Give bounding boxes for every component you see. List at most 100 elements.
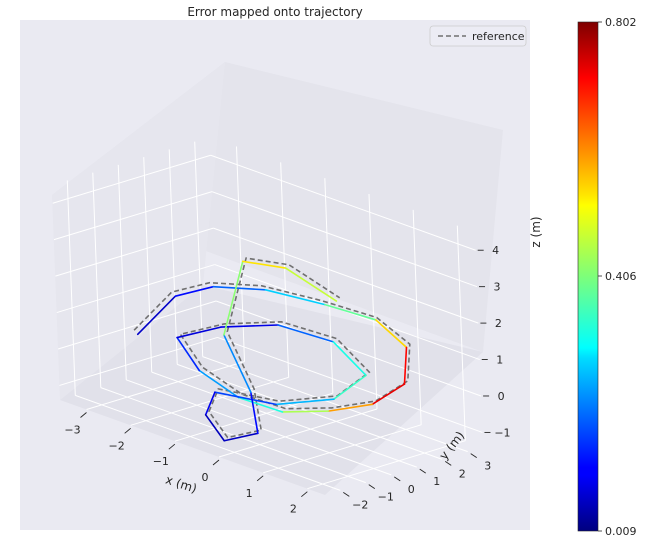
axis-tick-labels: −3 −2 −1 0 1 2 −2 −1 0 1 2 3 −1 0 1 2 3 4: [64, 244, 510, 515]
estimate-segment: [204, 414, 226, 442]
estimate-segment: [223, 432, 259, 442]
estimate-segment: [204, 391, 216, 416]
grid-line-y-floor: [126, 379, 392, 476]
colorbar-gradient: [577, 21, 599, 532]
estimate-segment: [220, 324, 279, 328]
estimate-segment: [264, 289, 326, 306]
reference-trajectory: [133, 257, 411, 439]
legend-label-reference: reference: [472, 30, 525, 43]
grid-line-y-side: [117, 164, 127, 380]
grid-line-y-floor: [100, 387, 366, 484]
estimated-trajectory: [136, 260, 408, 442]
grid-line-y-side: [194, 141, 204, 357]
grid-line-z-side: [59, 336, 218, 386]
grid-line-x-floor: [263, 424, 422, 474]
x-tick-mark: [212, 459, 220, 466]
estimate-segment: [332, 341, 367, 377]
floor-pane: [60, 285, 483, 495]
estimate-segment: [136, 295, 177, 336]
x-tick-label: 1: [246, 487, 253, 500]
z-tick-label: 4: [492, 244, 499, 257]
estimate-segment: [176, 326, 222, 339]
estimate-segment: [237, 396, 284, 413]
estimate-segment: [275, 398, 335, 406]
colorbar-label-max: 0.802: [605, 16, 637, 29]
grid-line-z-side: [52, 154, 211, 204]
x-tick-label: −3: [64, 424, 80, 437]
estimate-segment: [198, 369, 240, 399]
grid-line-y-side: [92, 172, 102, 388]
z-tick-label: −1: [494, 426, 510, 439]
chart-title: Error mapped onto trajectory: [187, 5, 362, 19]
grid-line-x-floor: [307, 440, 466, 490]
grid-line-x-back: [456, 225, 466, 441]
grid-line-x-back: [412, 209, 422, 425]
plot-area: −3 −2 −1 0 1 2 −2 −1 0 1 2 3 −1 0 1 2 3 4: [20, 20, 530, 530]
estimate-segment: [241, 260, 287, 269]
grid-line-x-back: [324, 178, 334, 394]
z-tick-label: 1: [496, 354, 503, 367]
grid-line-x-back: [280, 162, 290, 378]
x-tick-label: 0: [202, 471, 209, 484]
estimate-segment: [375, 319, 408, 349]
y-tick-mark: [470, 453, 477, 459]
grid-line-z-side: [57, 300, 217, 350]
y-tick-mark: [394, 476, 401, 482]
legend: reference: [429, 25, 527, 47]
y-tick-label: 1: [433, 475, 440, 488]
y-tick-mark: [368, 484, 376, 489]
grid-line-z-back: [210, 154, 476, 251]
x-tick-label: 2: [290, 503, 297, 516]
y-tick-mark: [419, 468, 426, 474]
estimate-segment: [281, 410, 330, 413]
estimate-segment: [176, 336, 201, 372]
grid-line-z-side: [55, 227, 214, 277]
grid-line-z-back: [213, 227, 479, 324]
colorbar: 0.802 0.406 0.009: [577, 16, 637, 538]
x-tick-mark: [256, 475, 264, 482]
legend-box: [429, 25, 527, 47]
grid-line-y-floor: [151, 371, 417, 468]
y-tick-label: −2: [352, 498, 368, 511]
y-tick-label: 2: [459, 467, 466, 480]
grid-line-z-side: [53, 191, 213, 241]
reference-line: [133, 257, 411, 439]
estimate-segment: [223, 260, 244, 336]
estimate-segment: [277, 324, 335, 343]
grid-line-y-side: [168, 149, 178, 365]
colorbar-label-min: 0.009: [605, 525, 637, 538]
estimate-segment: [174, 285, 215, 297]
grid-line-x-floor: [218, 408, 378, 458]
x-tick-mark: [301, 491, 308, 498]
estimate-segment: [327, 403, 374, 412]
x-tick-mark: [124, 427, 131, 434]
y-tick-mark: [343, 491, 350, 497]
z-tick-label: 3: [494, 281, 501, 294]
estimate-segment: [214, 391, 277, 406]
estimate-segment: [249, 391, 259, 435]
x-tick-label: −1: [153, 455, 169, 468]
z-axis-label: z (m): [529, 216, 543, 247]
grid-line-x-back: [368, 193, 378, 410]
z-tick-label: 2: [495, 317, 502, 330]
estimate-segment: [333, 374, 367, 400]
colorbar-label-mid: 0.406: [605, 270, 637, 283]
grid-line-z-back: [211, 191, 478, 288]
y-tick-label: 0: [408, 483, 415, 496]
x-tick-label: −2: [109, 439, 125, 452]
grid-line-z-back: [217, 336, 483, 433]
grid-line-z-back: [215, 300, 482, 397]
estimate-segment: [223, 334, 252, 393]
y-tick-mark: [444, 461, 452, 466]
z-tick-label: 0: [498, 390, 505, 403]
estimate-segment: [371, 383, 406, 406]
y-tick-label: 3: [484, 460, 491, 473]
estimate-segment: [324, 303, 377, 321]
grid-line-y-floor: [75, 394, 341, 491]
grid-line-z-side: [56, 264, 215, 314]
grid-line-y-side: [143, 157, 153, 373]
grid-line-x-floor: [130, 376, 289, 426]
x-tick-mark: [168, 443, 176, 450]
estimate-segment: [212, 285, 267, 291]
grid-line-y-side: [66, 180, 76, 396]
